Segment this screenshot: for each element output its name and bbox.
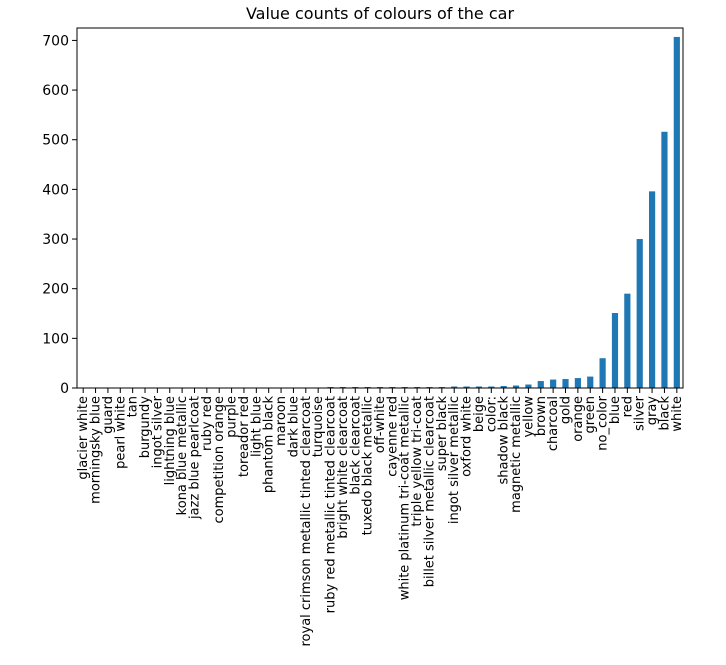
x-tick-label: tuxedo black metallic bbox=[361, 396, 376, 535]
x-tick-label: oxford white bbox=[460, 396, 475, 477]
bar-gold bbox=[562, 379, 569, 388]
x-tick-label: phantom black bbox=[262, 396, 277, 494]
bar-red bbox=[624, 293, 631, 388]
bar-black bbox=[661, 131, 668, 389]
y-tick-label: 300 bbox=[42, 232, 69, 248]
x-tick-label: guard bbox=[101, 396, 116, 434]
x-tick-label: super black bbox=[435, 396, 450, 472]
y-tick-label: 700 bbox=[42, 33, 69, 49]
y-tick-label: 600 bbox=[42, 83, 69, 99]
bar-beige bbox=[475, 386, 483, 388]
bar-gray bbox=[648, 191, 656, 388]
x-tick-label: color: bbox=[484, 396, 499, 432]
bar-orange bbox=[574, 378, 581, 388]
bar-magnetic-metallic bbox=[512, 385, 520, 388]
plot-frame bbox=[76, 27, 684, 389]
x-tick-label: silver bbox=[633, 395, 648, 431]
x-tick-label: gold bbox=[559, 396, 574, 424]
x-tick-label: white bbox=[670, 396, 685, 432]
x-tick-label: kona blue metallic bbox=[175, 396, 190, 515]
x-tick-label: red bbox=[620, 396, 635, 417]
x-tick-label: dark blue bbox=[286, 396, 301, 457]
y-tick-label: 400 bbox=[42, 182, 69, 198]
bars-group bbox=[80, 36, 680, 389]
x-tick-label: gray bbox=[645, 396, 660, 426]
x-tick-label: jazz blue pearlcoat bbox=[187, 396, 202, 520]
x-tick-label: turquoise bbox=[311, 396, 326, 457]
bar-white bbox=[673, 36, 680, 389]
bar-brown bbox=[537, 381, 544, 388]
x-tick-label: off-white bbox=[373, 396, 388, 453]
bar-oxford-white bbox=[463, 386, 470, 388]
bar-silver bbox=[636, 239, 643, 388]
bar-green bbox=[587, 376, 594, 388]
x-tick-label: burgundy bbox=[138, 396, 153, 459]
x-tick-label: no_color bbox=[596, 395, 611, 450]
x-tick-label: charcoal bbox=[546, 396, 561, 451]
x-tick-label: billet silver metallic clearcoat bbox=[422, 396, 437, 587]
y-tick-label: 500 bbox=[42, 133, 69, 149]
y-tick-label: 100 bbox=[42, 331, 69, 347]
x-tick-label: royal crimson metallic tinted clearcoat bbox=[299, 396, 314, 647]
bar-blue bbox=[611, 313, 619, 388]
x-tick-label: ingot silver bbox=[150, 395, 165, 468]
x-tick-label: green bbox=[583, 396, 598, 434]
x-tick-label: white platinum tri-coat metallic bbox=[398, 396, 413, 600]
x-tick-label: yellow bbox=[521, 396, 536, 438]
chart-title: Value counts of colours of the car bbox=[246, 4, 515, 23]
x-tick-label: magnetic metallic bbox=[509, 396, 524, 513]
x-tick-label: black bbox=[657, 396, 672, 431]
bar-shadow-black bbox=[500, 386, 507, 388]
x-tick-label: orange bbox=[571, 396, 586, 442]
y-tick-label: 200 bbox=[42, 282, 69, 298]
x-tick-label: ruby red bbox=[200, 396, 215, 451]
bar-color- bbox=[488, 386, 495, 388]
x-tick-label: lightning blue bbox=[163, 396, 178, 485]
x-tick-label: light blue bbox=[249, 396, 264, 457]
x-tick-label: beige bbox=[472, 396, 487, 432]
x-tick-label: toreador red bbox=[237, 396, 252, 477]
x-tick-label: ruby red metallic tinted clearcoat bbox=[324, 396, 339, 613]
x-tick-label: competition orange bbox=[212, 396, 227, 524]
x-tick-label: ingot silver metallic bbox=[447, 396, 462, 524]
x-tick-label: cayenne red bbox=[385, 396, 400, 477]
x-tick-label: pearl white bbox=[113, 396, 128, 469]
x-tick-label: purple bbox=[225, 396, 240, 438]
x-tick-label: black clearcoat bbox=[348, 396, 363, 495]
x-tick-label: shadow black bbox=[497, 396, 512, 485]
x-tick-label: blue bbox=[608, 396, 623, 424]
x-tick-label: bright white clearcoat bbox=[336, 396, 351, 539]
x-tick-label: triple yellow tri-coat bbox=[410, 396, 425, 527]
bar-no-color bbox=[599, 358, 606, 388]
x-tick-label: glacier white bbox=[76, 396, 91, 480]
bar-ingot-silver-metallic bbox=[451, 386, 458, 388]
x-tick-label: morningsky blue bbox=[89, 396, 104, 504]
y-tick-label: 0 bbox=[60, 381, 69, 397]
x-tick-label: maroon bbox=[274, 396, 289, 446]
bar-yellow bbox=[525, 384, 532, 388]
y-axis: 0 100 200 300 400 500 600 700 bbox=[42, 33, 77, 397]
bar-charcoal bbox=[550, 379, 557, 388]
x-tick-label: brown bbox=[534, 396, 549, 436]
x-tick-label: tan bbox=[126, 396, 141, 417]
